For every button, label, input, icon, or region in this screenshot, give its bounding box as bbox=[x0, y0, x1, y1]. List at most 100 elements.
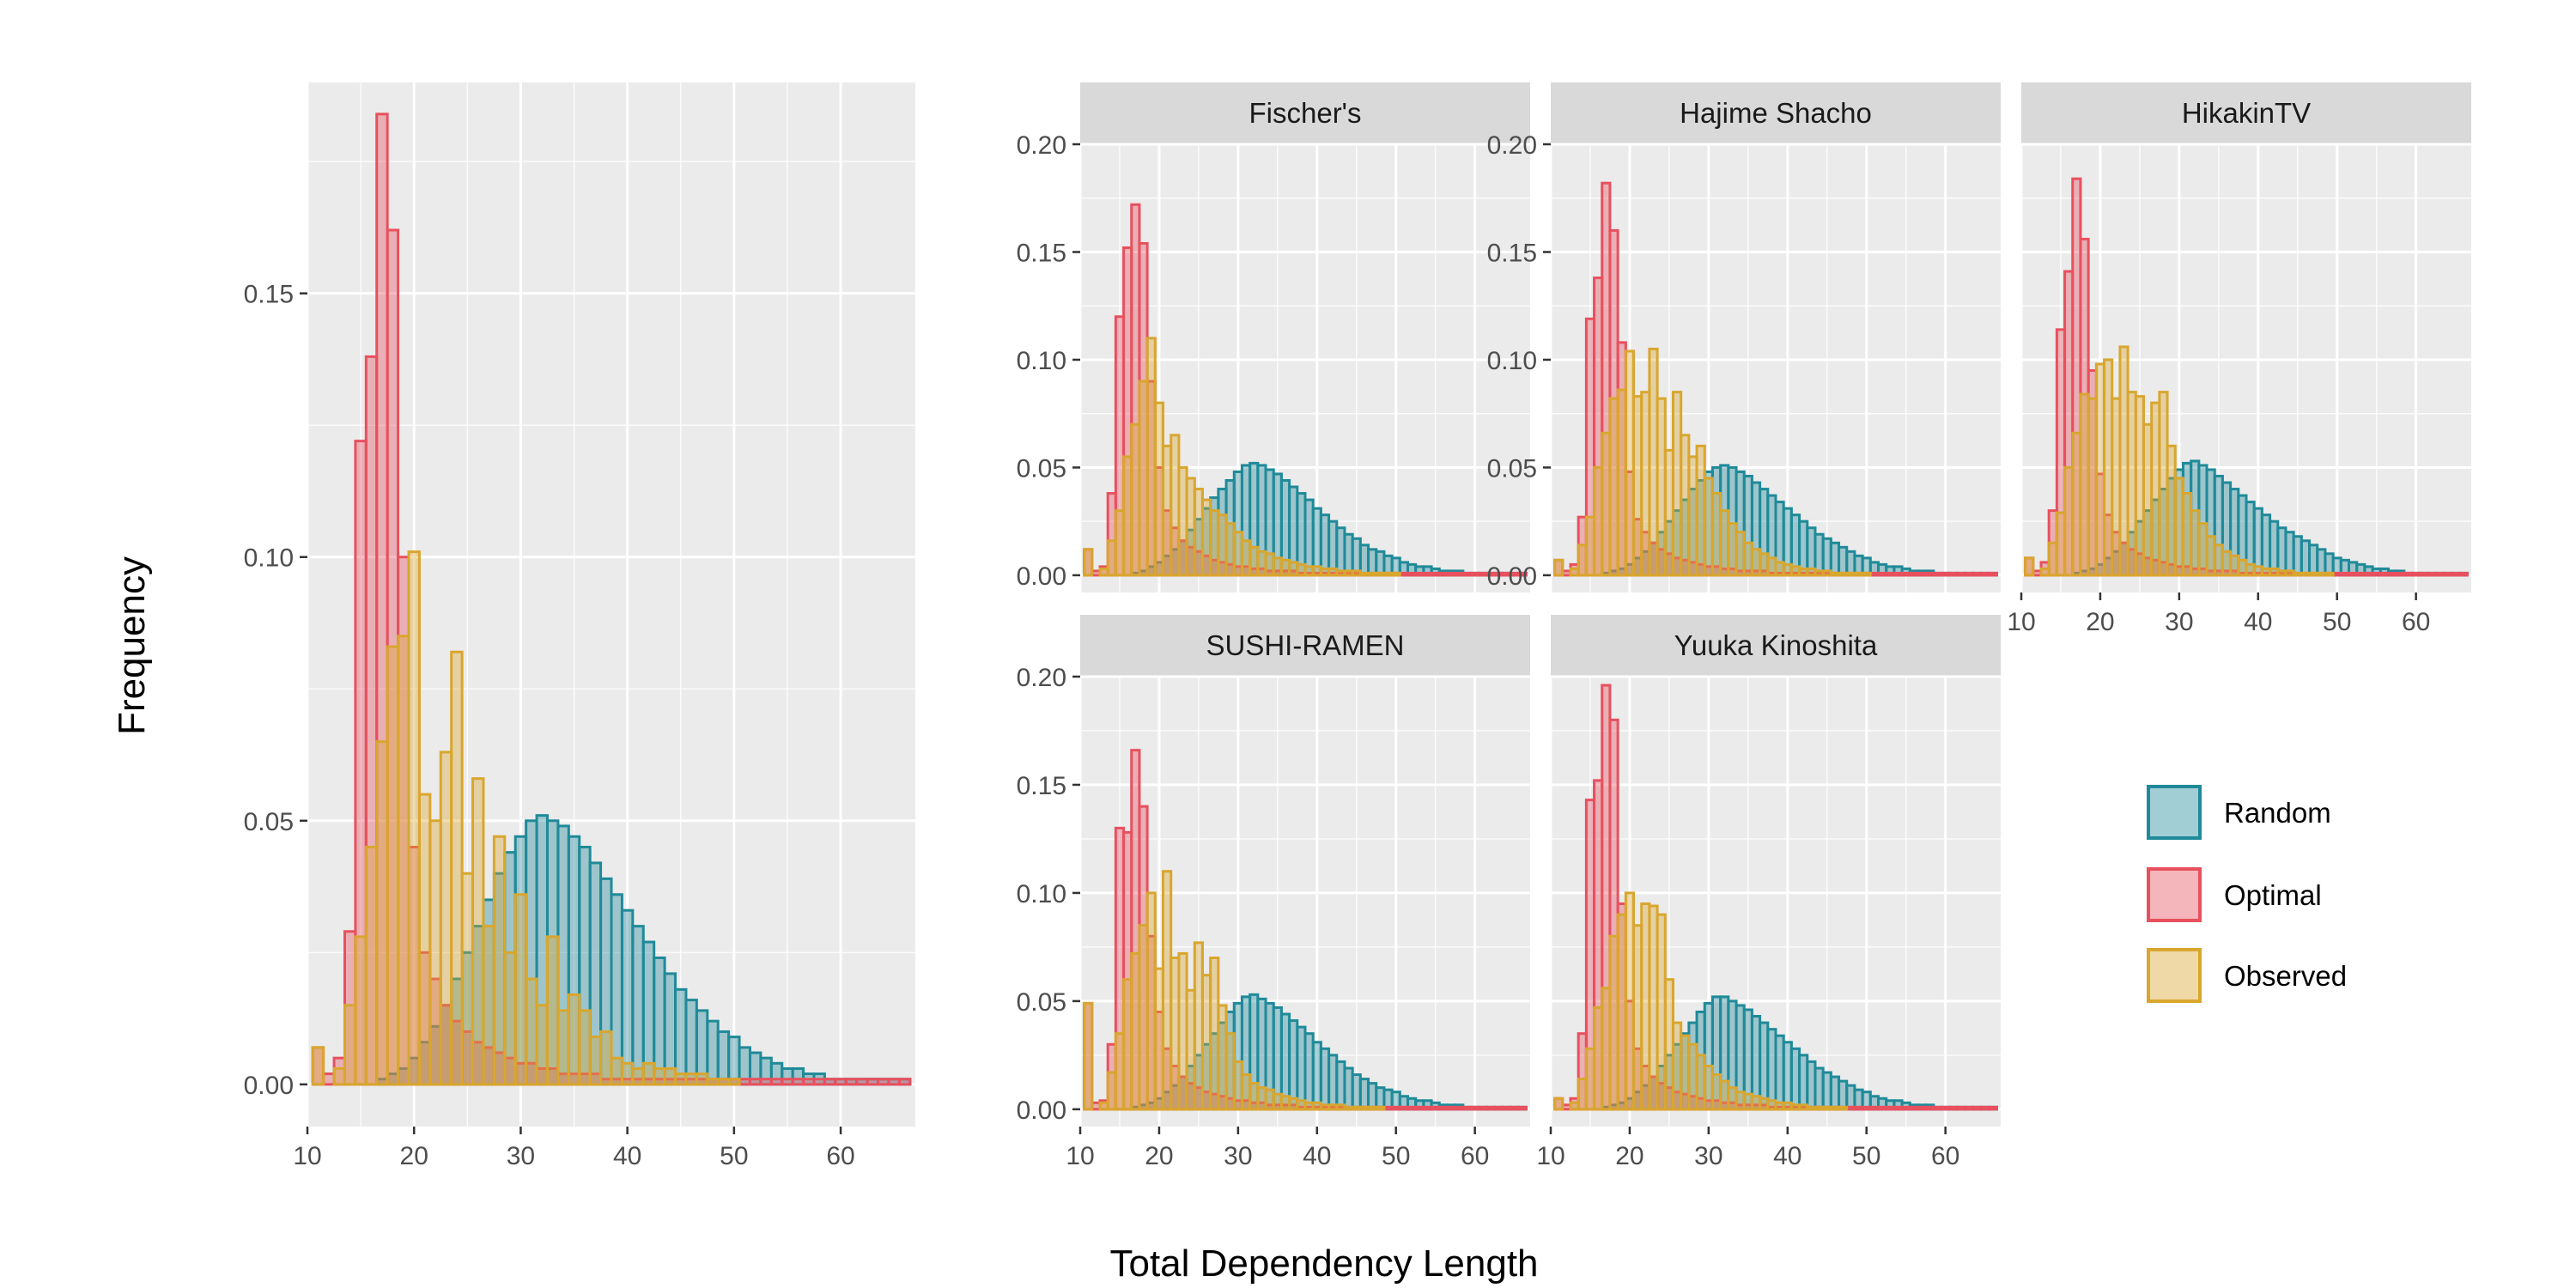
bar-observed bbox=[1553, 558, 1564, 577]
x-tick-label: 60 bbox=[1931, 1142, 1959, 1170]
strip-hikakintv bbox=[2021, 82, 2471, 144]
y-tick-label: 0.10 bbox=[1017, 880, 1066, 908]
bar-optimal bbox=[887, 1078, 901, 1086]
bar-observed bbox=[482, 925, 495, 1086]
x-tick-label: 30 bbox=[1694, 1142, 1722, 1170]
legend-key-random bbox=[2147, 785, 2202, 840]
y-tick-label: 0.05 bbox=[1487, 454, 1537, 483]
y-tick-label: 0.20 bbox=[1017, 664, 1066, 692]
panel-yuuka-kinoshita: Yuuka Kinoshita 10 20 30 40 50 60 bbox=[1536, 615, 2001, 1170]
y-tick-label: 0.15 bbox=[1017, 239, 1066, 267]
y-tick-label: 0.20 bbox=[1487, 131, 1537, 160]
bar-optimal bbox=[866, 1078, 880, 1086]
y-tick-label: 0.20 bbox=[1017, 131, 1066, 160]
bar-observed bbox=[1390, 571, 1401, 577]
bar-observed bbox=[1861, 571, 1872, 577]
bars-fischer-s bbox=[1083, 203, 1528, 577]
x-tick-label: 40 bbox=[613, 1142, 641, 1170]
bar-optimal bbox=[823, 1078, 837, 1086]
bar-observed bbox=[417, 793, 432, 1086]
bar-optimal bbox=[812, 1078, 826, 1086]
bars-hajime-shacho bbox=[1553, 181, 1998, 577]
bar-observed bbox=[641, 1061, 656, 1086]
y-tick-label: 0.00 bbox=[1017, 1097, 1066, 1125]
x-tick-label: 50 bbox=[2323, 608, 2351, 636]
y-axis-title: Frequency bbox=[111, 556, 153, 735]
bar-observed bbox=[397, 635, 410, 1086]
y-tick-label: 0.00 bbox=[244, 1072, 294, 1100]
bar-observed bbox=[311, 1046, 325, 1086]
bar-observed bbox=[545, 935, 560, 1086]
legend-key-observed bbox=[2147, 948, 2202, 1003]
panels: 0.00 0.05 0.10 0.15 10 20 30 40 50 60 Fischer's 0.0… bbox=[244, 82, 2471, 1170]
bar-optimal bbox=[802, 1078, 816, 1086]
x-tick-label: 50 bbox=[720, 1142, 748, 1170]
x-tick-label: 40 bbox=[1303, 1142, 1331, 1170]
bar-optimal bbox=[1516, 571, 1528, 577]
bar-observed bbox=[663, 1066, 677, 1086]
legend-label-optimal: Optimal bbox=[2224, 879, 2322, 911]
x-tick-label: 60 bbox=[1461, 1142, 1489, 1170]
panel-fischer-s: Fischer's 0.00 0.05 0.10 0.15 0.20 bbox=[1017, 82, 1530, 592]
bar-observed bbox=[706, 1078, 720, 1086]
bar-observed bbox=[716, 1078, 731, 1086]
bar-observed bbox=[1553, 1097, 1564, 1111]
bar-optimal bbox=[791, 1078, 805, 1086]
bar-observed bbox=[503, 951, 517, 1086]
x-tick-label: 10 bbox=[1066, 1142, 1094, 1170]
bar-random bbox=[727, 1036, 741, 1086]
y-tick-label: 0.05 bbox=[1017, 454, 1066, 483]
y-tick-label: 0.15 bbox=[1017, 772, 1066, 800]
bar-random bbox=[620, 908, 635, 1086]
x-tick-label: 40 bbox=[1773, 1142, 1801, 1170]
legend-key-bg-random bbox=[2147, 785, 2202, 840]
y-tick-label: 0.10 bbox=[244, 544, 294, 573]
y-tick-label: 0.15 bbox=[244, 281, 294, 309]
legend-key-bg-optimal bbox=[2147, 867, 2202, 922]
strip-label-sushi-ramen: SUSHI-RAMEN bbox=[1206, 629, 1404, 661]
x-tick-label: 20 bbox=[400, 1142, 428, 1170]
bar-optimal bbox=[781, 1078, 794, 1086]
strip-label-yuuka-kinoshita: Yuuka Kinoshita bbox=[1674, 629, 1878, 661]
bar-observed bbox=[674, 1072, 688, 1086]
strip-hajime-shacho bbox=[1551, 82, 2001, 144]
bar-optimal bbox=[877, 1078, 890, 1086]
legend-label-observed: Observed bbox=[2224, 960, 2347, 992]
x-tick-label: 60 bbox=[826, 1142, 854, 1170]
bar-observed bbox=[332, 1066, 346, 1086]
bar-observed bbox=[535, 1004, 549, 1086]
bar-random bbox=[684, 999, 698, 1086]
bar-random bbox=[716, 1030, 731, 1086]
y-tick-label: 0.05 bbox=[1017, 988, 1066, 1017]
bar-optimal bbox=[759, 1078, 773, 1086]
bar-optimal bbox=[322, 1072, 336, 1086]
y-tick-label: 0.15 bbox=[1487, 239, 1537, 267]
bar-observed bbox=[578, 1009, 592, 1086]
bar-observed bbox=[1375, 1105, 1386, 1111]
legend-key-bg-observed bbox=[2147, 948, 2202, 1003]
panel-hikakintv: HikakinTV 10 20 30 40 50 60 bbox=[2007, 82, 2471, 636]
panel-sushi-ramen: SUSHI-RAMEN 0.00 0.05 0.10 0.15 0.20 10 20 30 40 5… bbox=[1017, 615, 1530, 1170]
bar-observed bbox=[1838, 1105, 1849, 1111]
x-tick-label: 10 bbox=[2007, 608, 2035, 636]
bar-observed bbox=[631, 1066, 645, 1086]
bar-optimal bbox=[1516, 1105, 1528, 1111]
bar-observed bbox=[567, 993, 581, 1086]
y-tick-label: 0.10 bbox=[1017, 347, 1066, 375]
bars-yuuka-kinoshita bbox=[1553, 683, 1998, 1111]
x-tick-label: 20 bbox=[2086, 608, 2114, 636]
bar-random bbox=[653, 956, 666, 1086]
strip-label-fischer-s: Fischer's bbox=[1249, 97, 1362, 129]
bar-observed bbox=[354, 935, 368, 1086]
x-tick-label: 30 bbox=[507, 1142, 535, 1170]
bar-observed bbox=[407, 550, 421, 1086]
bar-observed bbox=[471, 777, 485, 1086]
bar-random bbox=[610, 893, 623, 1086]
strip-yuuka-kinoshita bbox=[1551, 615, 2001, 677]
x-tick-label: 50 bbox=[1852, 1142, 1880, 1170]
bar-observed bbox=[492, 835, 507, 1086]
bar-observed bbox=[1083, 548, 1094, 577]
x-axis-title: Total Dependency Length bbox=[1109, 1242, 1538, 1285]
y-tick-label: 0.05 bbox=[244, 808, 294, 836]
bar-observed bbox=[375, 740, 389, 1086]
